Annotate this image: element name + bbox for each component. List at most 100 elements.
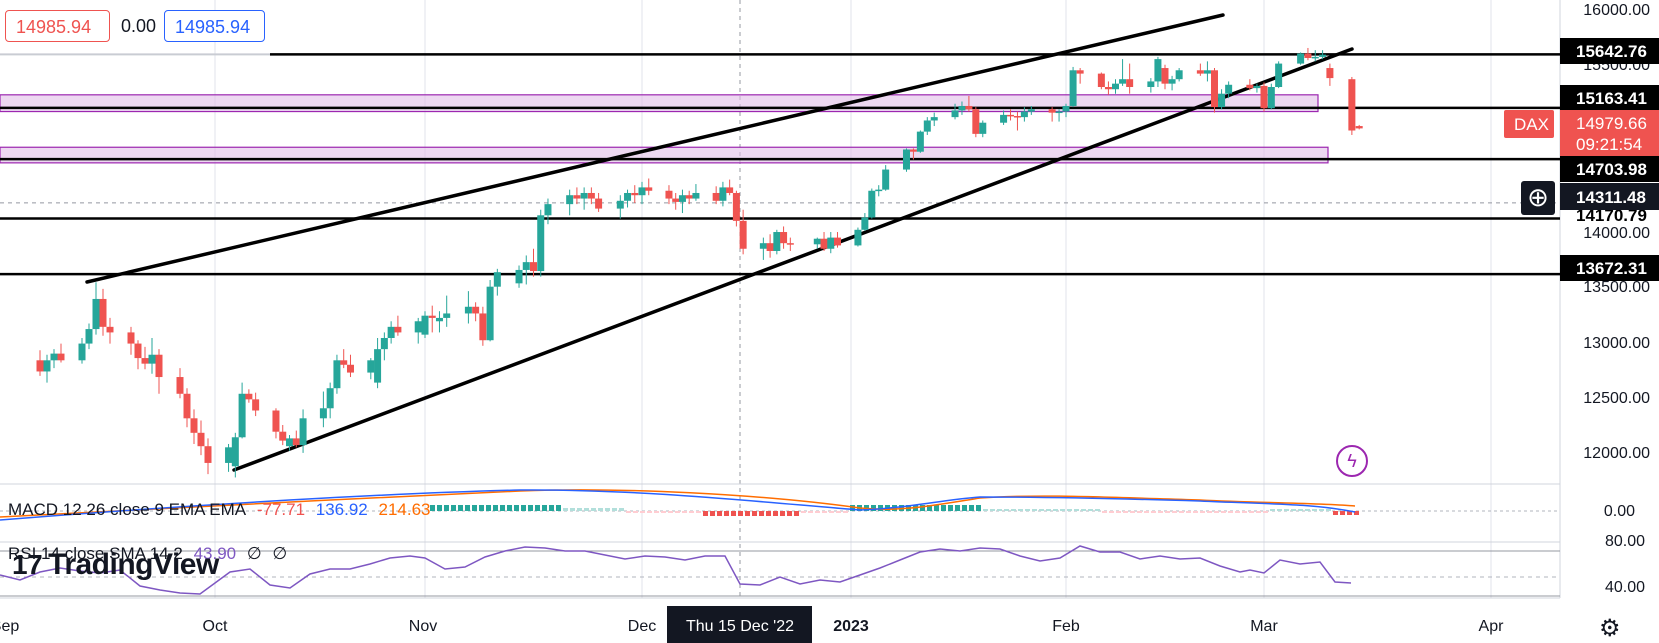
candle <box>1355 124 1363 130</box>
macd-bar <box>1053 509 1058 511</box>
macd-bar <box>745 511 750 516</box>
macd-pane <box>0 489 1560 521</box>
price-box-left[interactable]: 14985.94 <box>5 10 110 42</box>
candle-body <box>190 418 198 433</box>
macd-bar <box>521 505 526 511</box>
macd-bar <box>528 505 533 511</box>
tradingview-logo: 17 TradingView <box>12 548 219 582</box>
gear-icon[interactable]: ⚙ <box>1599 615 1621 642</box>
candle-body <box>665 190 673 199</box>
candle <box>972 107 980 138</box>
y-tick-16000: 16000.00 <box>1583 2 1650 19</box>
candle <box>428 305 436 333</box>
macd-bar <box>1193 511 1198 513</box>
macd-bar <box>647 511 652 513</box>
macd-bar <box>584 508 589 511</box>
candle-body <box>1225 84 1233 94</box>
macd-bar <box>1207 511 1212 513</box>
candle <box>739 209 747 255</box>
candle <box>537 209 545 277</box>
candle <box>252 392 260 417</box>
candle <box>573 187 581 205</box>
macd-histogram <box>430 505 1359 516</box>
bolt-icon[interactable]: ϟ <box>1336 445 1368 477</box>
candle <box>1126 63 1134 94</box>
candle <box>190 409 198 444</box>
candle-body <box>1311 56 1319 59</box>
candle <box>148 337 156 374</box>
candle-body <box>333 360 341 389</box>
trend-channel[interactable] <box>85 13 1354 472</box>
candle-body <box>1246 84 1254 89</box>
candle-body <box>225 447 233 463</box>
candle <box>1203 61 1211 82</box>
candle-body <box>909 149 917 152</box>
macd-legend[interactable]: MACD 12 26 close 9 EMA EMA -77.71 136.92… <box>8 500 437 520</box>
tradingview-mark-icon: 17 <box>12 549 43 580</box>
x-tick-apr: Apr <box>1479 618 1505 635</box>
candle-body <box>692 192 700 199</box>
candle <box>1260 82 1268 112</box>
macd-bar <box>1256 511 1261 513</box>
macd-bar <box>962 505 967 511</box>
macd-legend-v1: -77.71 <box>256 500 306 519</box>
candle <box>624 189 632 208</box>
macd-bar <box>1270 509 1275 511</box>
candle-body <box>1253 85 1261 89</box>
y-tick-12500: 12500.00 <box>1583 390 1650 407</box>
candle-body <box>374 349 382 383</box>
macd-bar <box>983 509 988 511</box>
trendline-upper[interactable] <box>85 13 1225 284</box>
candle <box>645 178 653 196</box>
candle <box>1000 110 1008 125</box>
candle-body <box>155 354 163 378</box>
candle <box>965 95 973 112</box>
macd-legend-v3: 214.63 <box>378 500 431 519</box>
candle <box>882 165 890 191</box>
candle-body <box>1126 79 1134 88</box>
candle <box>1007 109 1015 121</box>
macd-bar <box>689 511 694 513</box>
candle-body <box>773 232 781 251</box>
plus-circle-icon[interactable]: ⊕ <box>1521 181 1555 215</box>
macd-bar <box>969 505 974 511</box>
macd-bar <box>1186 511 1191 513</box>
x-tick-sep: Sep <box>0 618 19 635</box>
price-tag-t4: 14311.48 <box>1576 188 1646 207</box>
macd-bar <box>437 505 442 511</box>
macd-bar <box>626 511 631 513</box>
macd-bar <box>955 505 960 511</box>
macd-bar <box>1011 509 1016 511</box>
x-tick-mar: Mar <box>1250 618 1278 635</box>
macd-bar <box>1228 511 1233 513</box>
crosshair-date-bg <box>667 606 812 643</box>
macd-bar <box>458 505 463 511</box>
candle-body <box>645 187 653 191</box>
candle-body <box>92 298 100 330</box>
candle <box>1119 59 1127 86</box>
macd-bar <box>1067 509 1072 511</box>
candle-body <box>1168 79 1176 84</box>
macd-bar <box>612 508 617 511</box>
trendline-lower[interactable] <box>232 47 1354 472</box>
candle-body <box>930 117 938 121</box>
rsi-line <box>0 545 1352 595</box>
macd-bar <box>1333 511 1338 515</box>
macd-bar <box>787 511 792 516</box>
candle <box>292 430 300 448</box>
candle-body <box>580 192 588 199</box>
macd-bar <box>717 511 722 516</box>
y-tick-13000: 13000.00 <box>1583 335 1650 352</box>
candle <box>930 112 938 127</box>
candle-body <box>204 446 212 463</box>
candle <box>1027 105 1035 115</box>
macd-bar <box>948 505 953 511</box>
price-box-right[interactable]: 14985.94 <box>164 10 265 42</box>
candle <box>92 282 100 335</box>
candle <box>272 408 280 439</box>
candle-body <box>231 437 239 467</box>
candle <box>1218 89 1226 110</box>
rsi-legend[interactable]: RSI 14 close SMA 14 2 43.90 ∅ ∅ <box>8 544 293 564</box>
macd-line <box>0 489 1356 521</box>
